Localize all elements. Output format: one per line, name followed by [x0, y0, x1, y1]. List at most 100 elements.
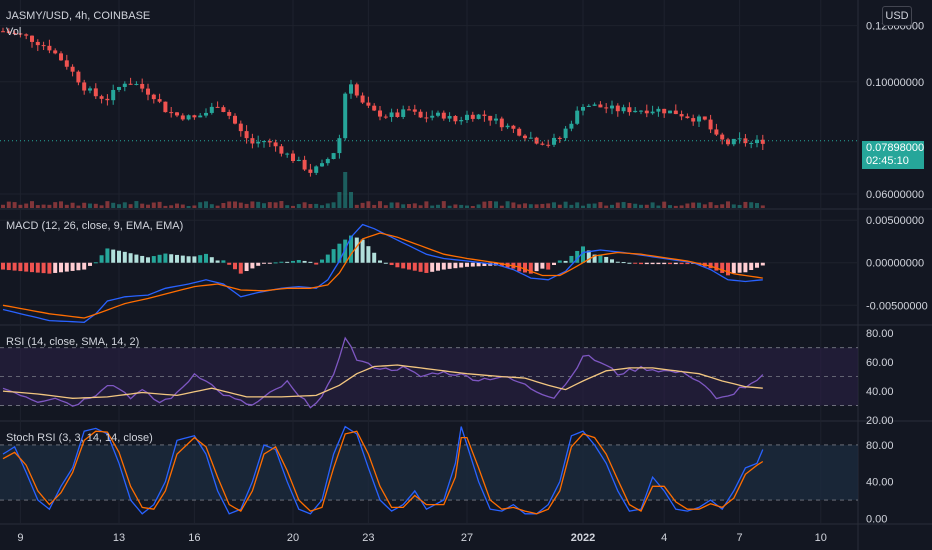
macd-histogram-bar [134, 254, 139, 263]
macd-histogram-bar [140, 255, 145, 263]
candle-body [59, 53, 63, 61]
volume-bar [430, 205, 435, 208]
volume-bar [122, 202, 127, 208]
candle-body [128, 83, 133, 85]
macd-histogram-bar [82, 262, 87, 270]
time-axis-label: 20 [287, 532, 299, 544]
bar-countdown: 02:45:10 [866, 155, 909, 167]
candle-body [679, 114, 684, 117]
price-axis-label: 0.10000000 [866, 77, 924, 89]
macd-histogram-bar [76, 262, 81, 271]
volume-bar [441, 201, 446, 208]
price-axes[interactable]: 0.120000000.100000000.060000000.00500000… [866, 21, 928, 526]
candle-body [41, 45, 46, 47]
candle-body [668, 110, 672, 114]
volume-bar [204, 201, 208, 208]
candle-body [354, 84, 359, 96]
volume-bar [285, 205, 290, 208]
volume-bar [70, 202, 75, 208]
candle-body [360, 95, 365, 103]
currency-button[interactable]: USD [882, 6, 912, 26]
macd-histogram-bar [378, 260, 382, 263]
macd-histogram-bar [557, 260, 562, 263]
volume-bar [557, 204, 562, 208]
macd-axis-label: -0.00500000 [866, 300, 928, 312]
candle-body [366, 102, 371, 106]
candle-body [117, 86, 121, 90]
macd-histogram-bar [459, 262, 464, 268]
candle-body [685, 116, 690, 119]
macd-histogram-bar [662, 262, 667, 265]
candle-body [285, 153, 290, 155]
volume-bar [175, 203, 179, 208]
candle-body [615, 105, 620, 112]
volume-bar [134, 201, 139, 208]
macd-histogram-bar [35, 262, 40, 273]
rsi-axis-label: 60.00 [866, 357, 894, 369]
candle-body [273, 142, 278, 147]
stoch-rsi-pane[interactable] [0, 425, 858, 515]
candle-body [383, 116, 388, 118]
macd-axis-label: 0.00500000 [866, 215, 924, 227]
rsi-pane[interactable] [0, 336, 858, 409]
volume-bar [668, 205, 672, 208]
volume-bar [59, 201, 63, 208]
candle-body [291, 153, 295, 162]
macd-pane[interactable] [1, 223, 765, 323]
macd-histogram-bar [407, 262, 411, 270]
time-axis-label: 4 [661, 532, 667, 544]
volume-bar [702, 204, 707, 208]
candle-body [302, 159, 307, 170]
macd-histogram-bar [546, 262, 551, 270]
macd-histogram-bar [337, 243, 342, 263]
macd-histogram-bar [163, 253, 168, 263]
candle-body [731, 138, 736, 145]
macd-histogram-bar [465, 262, 469, 267]
macd-histogram-bar [360, 239, 365, 263]
macd-histogram [1, 235, 765, 276]
macd-histogram-bar [476, 262, 481, 267]
macd-histogram-bar [395, 262, 400, 268]
macd-histogram-bar [349, 235, 353, 263]
price-pane[interactable] [0, 27, 858, 208]
volume-bar [447, 205, 452, 208]
volume-bar [221, 202, 226, 208]
candle-body [737, 138, 742, 140]
macd-histogram-bar [105, 248, 110, 263]
volume-bar [372, 204, 377, 208]
volume-bar [1, 204, 5, 208]
macd-histogram-bar [302, 260, 307, 263]
candle-body [337, 138, 342, 154]
macd-histogram-bar [233, 262, 237, 270]
volume-bar [673, 205, 678, 208]
candle-body [395, 112, 400, 117]
candle-body [314, 166, 319, 173]
macd-histogram-bar [679, 262, 684, 265]
volume-bar [105, 201, 110, 208]
macd-histogram-bar [244, 262, 249, 272]
candle-body [586, 105, 591, 107]
volume-bar [111, 202, 116, 208]
candle-body [488, 115, 493, 121]
stoch-k-line [2, 425, 764, 515]
volume-bar [598, 202, 603, 208]
volume-bar [238, 202, 243, 208]
macd-histogram-bar [563, 260, 568, 263]
candle-body [64, 60, 69, 67]
volume-bar [523, 203, 527, 208]
macd-histogram-bar [499, 262, 504, 267]
candle-body [47, 45, 52, 51]
volume-bar [575, 202, 580, 208]
volume-bar [198, 202, 203, 208]
candle-body [256, 141, 261, 144]
macd-histogram-bar [122, 251, 127, 263]
candle-body [325, 159, 330, 164]
time-axis[interactable]: 9 13 16 20 23 27 2022 4 7 10 [17, 532, 827, 544]
volume-bar [366, 201, 371, 208]
stoch-axis-label: 0.00 [866, 513, 887, 525]
rsi-title: RSI (14, close, SMA, 14, 2) [6, 336, 139, 348]
candle-body [557, 137, 562, 139]
candle-body [111, 89, 116, 101]
